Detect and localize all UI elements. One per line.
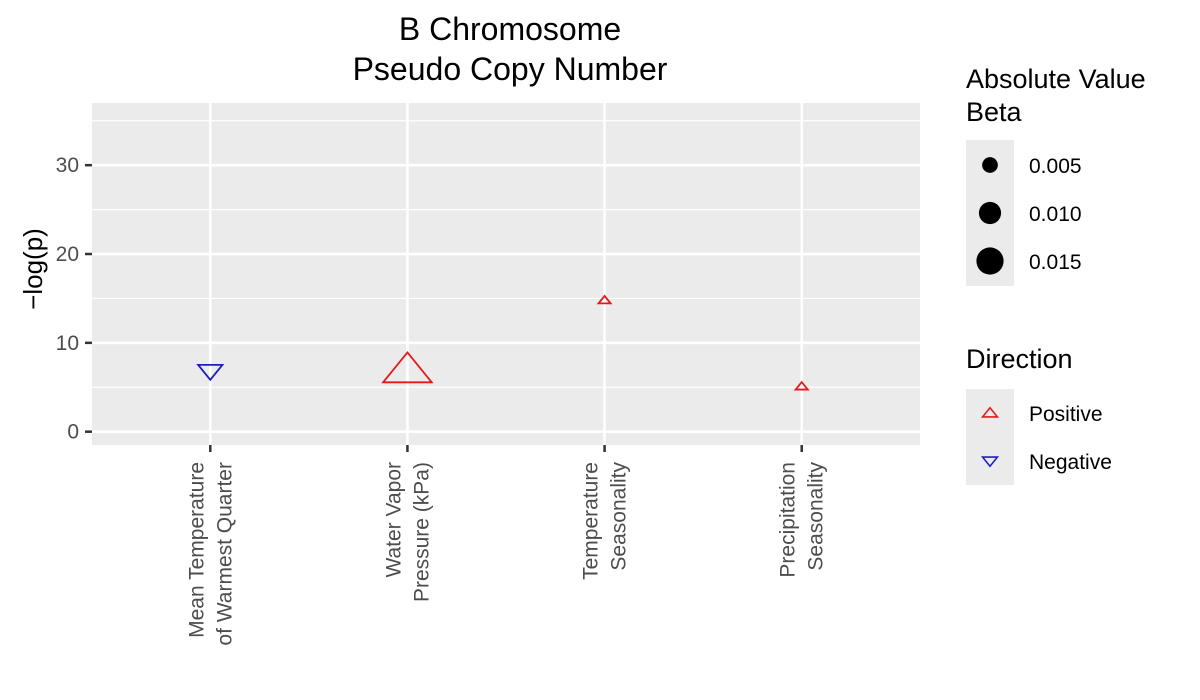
data-point-positive [381,350,434,384]
x-tick-label: Water Vapor [382,462,405,578]
y-tick-label: 20 [56,243,79,266]
size-legend-key [976,247,1004,275]
x-tick-label: of Warmest Quarter [213,462,236,646]
x-tick-label: Temperature [580,462,603,580]
chart-title-line: Pseudo Copy Number [353,51,668,87]
size-legend-label: 0.010 [1029,203,1082,226]
x-tick-label: Mean Temperature [185,462,208,638]
size-legend-title: Beta [966,97,1023,127]
size-legend-label: 0.005 [1029,155,1082,178]
direction-legend-label: Positive [1029,403,1103,426]
y-axis-title: −log(p) [18,228,48,310]
data-point-negative [196,363,225,382]
size-legend-key [978,201,1002,225]
size-legend-key [982,157,998,173]
plot-panel [92,103,920,445]
x-tick-label: Pressure (kPa) [410,462,433,602]
direction-legend-key-negative [980,456,1000,468]
y-tick-label: 30 [56,154,79,177]
direction-legend-title: Direction [966,344,1073,374]
x-tick-label: Precipitation [777,462,800,578]
chart-title-line: B Chromosome [399,11,621,47]
direction-legend-label: Negative [1029,451,1112,474]
x-tick-label: Seasonality [805,462,828,571]
size-legend-label: 0.015 [1029,251,1082,274]
data-point-positive [596,294,613,305]
direction-legend-key-positive [980,406,1000,418]
y-tick-label: 0 [67,421,79,444]
y-tick-label: 10 [56,332,79,355]
x-tick-label: Seasonality [608,462,631,571]
size-legend-title: Absolute Value [966,64,1146,94]
data-point-positive [793,380,810,391]
direction-legend-keybox [966,389,1014,485]
